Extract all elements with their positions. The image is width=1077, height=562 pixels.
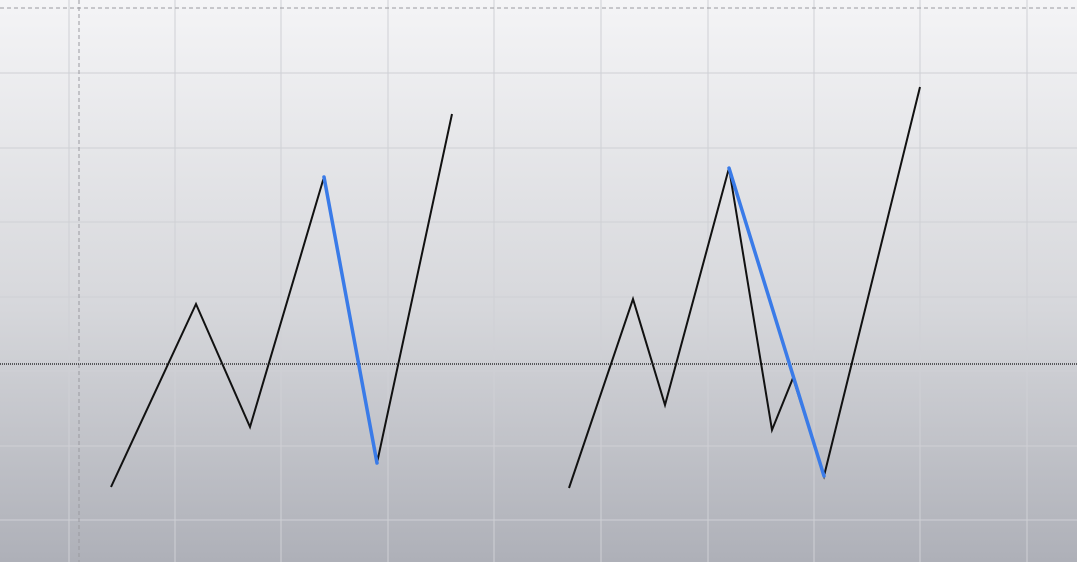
pattern-right[interactable] bbox=[568, 86, 921, 489]
pattern-right-path[interactable] bbox=[568, 86, 921, 489]
pattern-right-highlight-leg[interactable] bbox=[727, 166, 826, 478]
pattern-left[interactable] bbox=[110, 113, 453, 488]
pattern-left-highlight-leg[interactable] bbox=[322, 175, 379, 465]
pattern-left-path[interactable] bbox=[110, 113, 453, 488]
